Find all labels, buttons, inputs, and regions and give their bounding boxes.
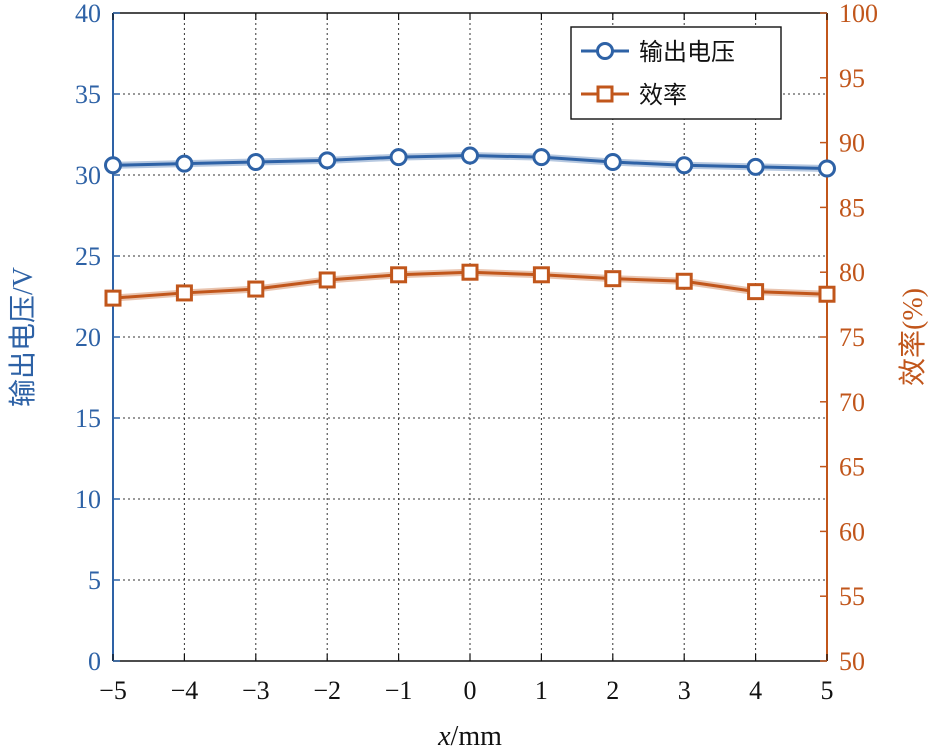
- y-right-tick-label: 85: [839, 193, 865, 222]
- data-point-circle: [746, 157, 765, 176]
- data-point-circle: [104, 156, 122, 175]
- legend-item: 输出电压: [581, 38, 735, 66]
- data-point-circle: [175, 154, 194, 173]
- y-left-tick-label: 25: [75, 242, 101, 271]
- data-point-square: [675, 272, 693, 290]
- y-left-axis-label: 输出电压/V: [7, 267, 39, 407]
- y-right-tick-label: 55: [839, 582, 865, 611]
- y-right-tick-label: 50: [839, 647, 865, 676]
- y-right-tick-label: 75: [839, 323, 865, 352]
- y-left-tick-label: 10: [75, 485, 101, 514]
- x-tick-label: 2: [606, 676, 619, 705]
- data-point-square: [461, 263, 479, 281]
- data-point-square: [390, 266, 408, 284]
- legend-marker-square: [596, 85, 614, 103]
- x-tick-label: −2: [313, 676, 341, 705]
- data-point-square: [318, 271, 336, 289]
- series-efficiency: [104, 263, 836, 307]
- x-tick-label: 1: [535, 676, 548, 705]
- data-point-square: [104, 289, 122, 307]
- y-left-tick-label: 35: [75, 80, 101, 109]
- data-point-circle: [318, 151, 337, 170]
- grid: [112, 12, 828, 662]
- data-point-circle: [246, 153, 265, 172]
- y-right-tick-label: 60: [839, 517, 865, 546]
- y-right-tick-label: 65: [839, 453, 865, 482]
- x-tick-label: 3: [678, 676, 691, 705]
- data-point-square: [532, 266, 550, 284]
- ticks: −5 −4 −3 −2 −1 0 1 2 3 4 5051015202530354050556065…: [75, 0, 878, 705]
- legend-item: 效率: [581, 81, 687, 109]
- x-tick-label: −3: [242, 676, 270, 705]
- y-left-tick-label: 0: [88, 647, 101, 676]
- data-point-circle: [532, 148, 551, 167]
- y-left-tick-label: 40: [75, 0, 101, 28]
- legend-label: 效率: [639, 81, 687, 109]
- data-point-circle: [818, 159, 836, 178]
- data-point-square: [604, 270, 622, 288]
- y-right-tick-label: 70: [839, 388, 865, 417]
- x-tick-label: 5: [821, 676, 834, 705]
- data-point-circle: [603, 153, 622, 172]
- y-right-axis-label: 效率(%): [897, 288, 929, 386]
- series-voltage: [104, 146, 836, 178]
- data-point-square: [247, 280, 265, 298]
- x-tick-label: 0: [464, 676, 477, 705]
- x-tick-label: −1: [385, 676, 413, 705]
- y-right-tick-label: 95: [839, 64, 865, 93]
- x-tick-label: −5: [99, 676, 127, 705]
- y-right-tick-label: 90: [839, 129, 865, 158]
- y-left-tick-label: 30: [75, 161, 101, 190]
- y-left-tick-label: 5: [88, 566, 101, 595]
- y-right-tick-label: 100: [839, 0, 878, 28]
- data-point-circle: [461, 146, 479, 165]
- y-left-tick-label: 20: [75, 323, 101, 352]
- data-point-square: [818, 285, 836, 303]
- y-right-tick-label: 80: [839, 258, 865, 287]
- legend-marker-circle: [596, 42, 614, 60]
- data-point-square: [175, 284, 193, 302]
- data-point-circle: [675, 156, 694, 175]
- y-left-tick-label: 15: [75, 404, 101, 433]
- x-tick-label: −4: [171, 676, 199, 705]
- data-point-square: [747, 283, 765, 301]
- series-layer: [104, 146, 836, 307]
- axis-labels: x/mm 输出电压/V 效率(%): [7, 267, 929, 748]
- x-tick-label: 4: [749, 676, 762, 705]
- x-axis-label: x/mm: [437, 721, 502, 748]
- legend-label: 输出电压: [639, 38, 735, 66]
- data-point-circle: [389, 148, 408, 167]
